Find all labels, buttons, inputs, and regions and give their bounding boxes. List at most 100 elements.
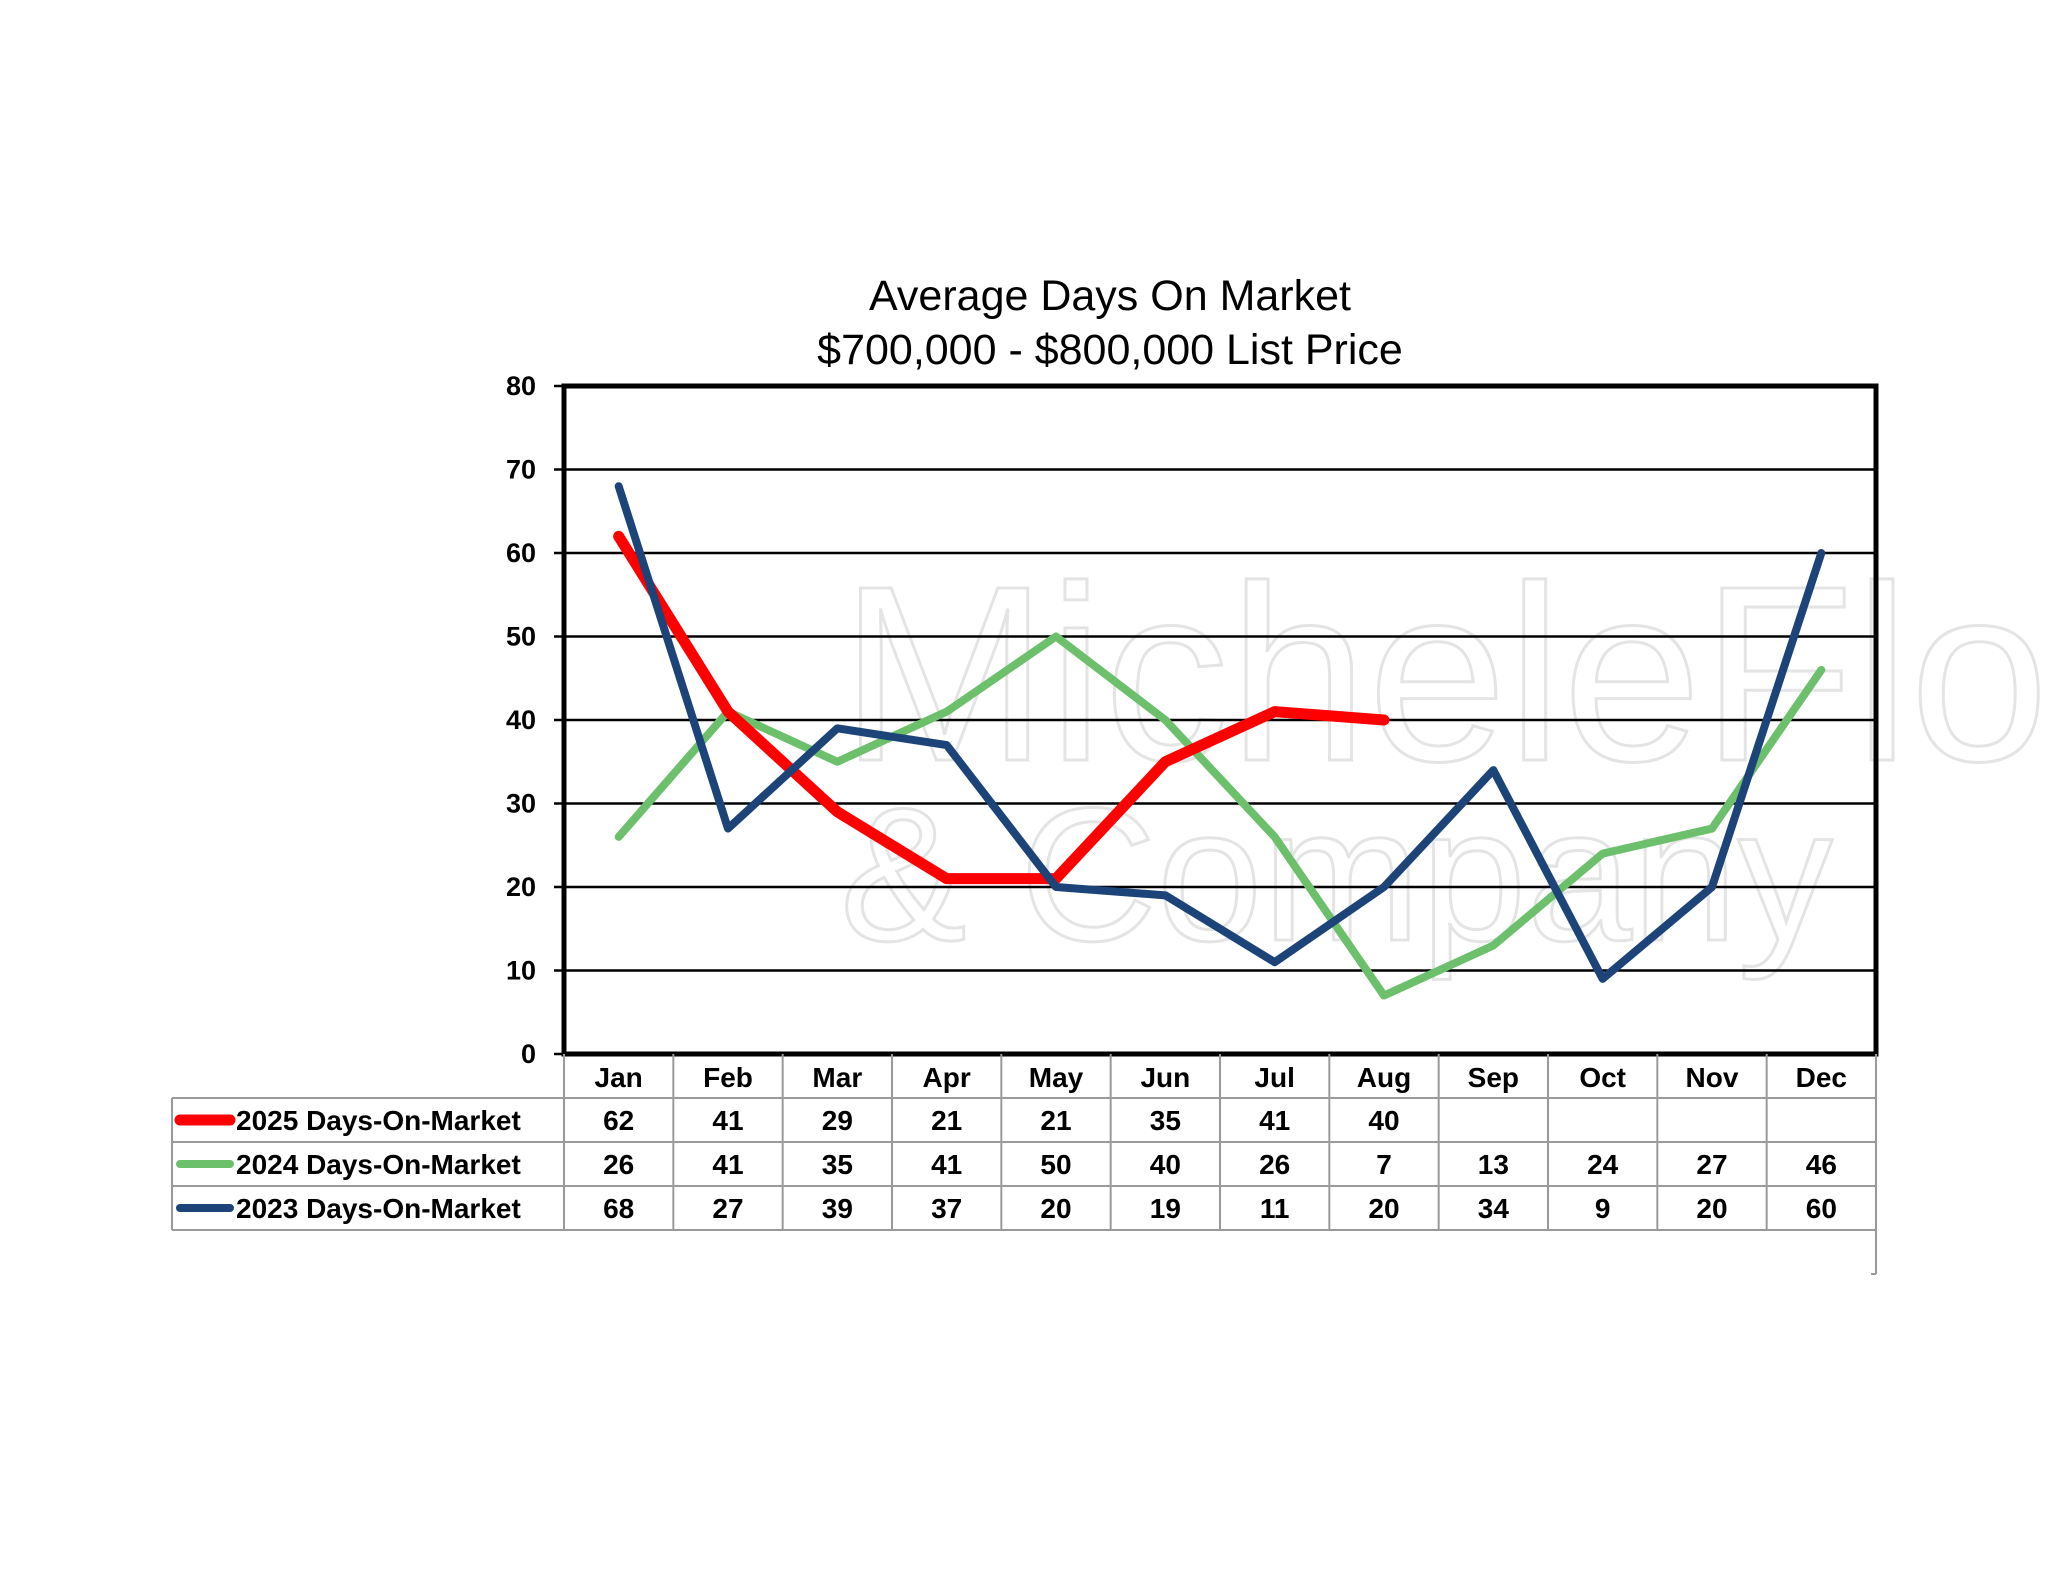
table-cell-2025-Aug: 40 (1368, 1105, 1399, 1136)
point-2024-Jul (1273, 835, 1276, 838)
point-2023-Aug (1383, 886, 1385, 888)
series-2023 (614, 482, 1826, 983)
y-tick-label-50: 50 (506, 622, 536, 652)
point-2025-May (1055, 877, 1057, 880)
table-cell-2024-Jun: 40 (1150, 1149, 1181, 1180)
table-row-2024: 2024 Days-On-Market 26 41 35 41 50 40 26 7 13 24 27… (176, 1149, 1837, 1180)
y-tick-label-30: 30 (506, 789, 536, 819)
point-2025-Feb (727, 710, 729, 713)
table-cell-2023-Feb: 27 (712, 1193, 743, 1224)
table-cell-2025-Jun: 35 (1150, 1105, 1181, 1136)
y-tick-label-40: 40 (506, 705, 536, 735)
point-2023-Jan (617, 485, 620, 488)
table-row-2025: 2025 Days-On-Market 62 41 29 21 21 35 41 40 (174, 1105, 1400, 1136)
x-category-Mar: Mar (812, 1062, 862, 1093)
point-2023-Oct (1601, 977, 1604, 980)
table-cell-2023-Apr: 37 (931, 1193, 962, 1224)
table-cell-2025-Jan: 62 (603, 1105, 634, 1136)
table-cell-2023-Nov: 20 (1696, 1193, 1727, 1224)
table-cell-2024-May: 50 (1040, 1149, 1071, 1180)
x-category-Aug: Aug (1357, 1062, 1411, 1093)
x-category-Jul: Jul (1254, 1062, 1294, 1093)
point-2023-Dec (1820, 552, 1823, 554)
table-cell-2025-Jul: 41 (1259, 1105, 1290, 1136)
y-tick-label-0: 0 (521, 1039, 536, 1069)
table-cell-2025-Feb: 41 (712, 1105, 743, 1136)
x-category-Jan: Jan (595, 1062, 643, 1093)
series-2024 (614, 632, 1826, 1000)
x-category-Jun: Jun (1140, 1062, 1190, 1093)
table-cell-2023-Oct: 9 (1595, 1193, 1611, 1224)
table-cell-2024-Dec: 46 (1806, 1149, 1837, 1180)
company-watermark: MicheleFlory & Company (839, 533, 2048, 983)
table-cell-2023-Jul: 11 (1260, 1193, 1290, 1224)
legend-label-2024: 2024 Days-On-Market (236, 1149, 521, 1180)
series-lines (613, 482, 1826, 1000)
table-cell-2023-Jun: 19 (1150, 1193, 1181, 1224)
table-cell-2024-Jan: 26 (603, 1149, 634, 1180)
x-category-Sep: Sep (1468, 1062, 1519, 1093)
point-2025-Jul (1273, 710, 1276, 713)
table-cell-2024-Jul: 26 (1259, 1149, 1290, 1180)
point-2024-Sep (1492, 944, 1495, 947)
x-category-Oct: Oct (1579, 1062, 1626, 1093)
x-category-Feb: Feb (703, 1062, 753, 1093)
point-2023-Apr (945, 744, 948, 747)
x-category-Apr: Apr (923, 1062, 971, 1093)
point-2024-Apr (945, 710, 948, 713)
chart-title-group: Average Days On Market $700,000 - $800,0… (817, 272, 1403, 374)
table-cell-2024-Nov: 27 (1696, 1149, 1727, 1180)
y-tick-label-20: 20 (506, 872, 536, 902)
point-2023-Jul (1273, 961, 1276, 964)
table-cell-2023-Mar: 39 (822, 1193, 853, 1224)
point-2023-May (1055, 886, 1057, 888)
y-axis: 0 10 20 30 40 50 60 70 80 (506, 371, 564, 1069)
chart-title: Average Days On Market (869, 272, 1351, 320)
table-cell-2025-Apr: 21 (931, 1105, 962, 1136)
table-cell-2023-Dec: 60 (1806, 1193, 1837, 1224)
point-2025-Mar (836, 810, 839, 813)
table-cell-2024-Sep: 13 (1478, 1149, 1509, 1180)
table-row-2023: 2023 Days-On-Market 68 27 39 37 20 19 11 20 34 9 20… (176, 1193, 1837, 1224)
table-cell-2024-Feb: 41 (712, 1149, 743, 1180)
data-table: Jan Feb Mar Apr May Jun Jul Aug Sep Oct Nov Dec 2025… (171, 1054, 1877, 1275)
gridlines (564, 468, 1876, 972)
point-2023-Jun (1164, 894, 1167, 897)
y-tick-label-10: 10 (506, 956, 536, 986)
point-2025-Jan (617, 535, 620, 538)
table-cell-2024-Mar: 35 (822, 1149, 853, 1180)
table-cell-2025-Mar: 29 (822, 1105, 853, 1136)
table-cell-2023-Aug: 20 (1368, 1193, 1399, 1224)
point-2024-Dec (1820, 668, 1823, 671)
table-cell-2023-May: 20 (1040, 1193, 1071, 1224)
x-category-Nov: Nov (1686, 1062, 1739, 1093)
series-line-2023 (614, 482, 1826, 983)
table-cell-2024-Oct: 24 (1587, 1149, 1619, 1180)
table-cell-2024-Apr: 41 (931, 1149, 962, 1180)
point-2024-Nov (1711, 827, 1713, 830)
point-2024-May (1055, 635, 1057, 638)
point-2023-Mar (836, 727, 839, 730)
table-cell-2023-Sep: 34 (1478, 1193, 1510, 1224)
table-cell-2025-May: 21 (1040, 1105, 1071, 1136)
point-2024-Mar (836, 760, 839, 763)
x-category-Dec: Dec (1796, 1062, 1847, 1093)
point-2024-Aug (1383, 994, 1385, 997)
series-line-2025 (613, 530, 1390, 885)
point-2023-Feb (727, 827, 729, 830)
y-tick-label-70: 70 (506, 455, 536, 485)
watermark-line1: MicheleFlory (840, 534, 2048, 813)
legend-label-2023: 2023 Days-On-Market (236, 1193, 521, 1224)
y-tick-label-80: 80 (506, 371, 536, 401)
point-2024-Jan (617, 835, 620, 838)
chart-subtitle: $700,000 - $800,000 List Price (817, 326, 1403, 374)
series-2025 (613, 530, 1390, 885)
point-2025-Jun (1164, 760, 1167, 763)
series-line-2024 (614, 632, 1826, 1000)
x-category-May: May (1029, 1062, 1084, 1093)
point-2023-Sep (1492, 769, 1495, 772)
point-2023-Nov (1711, 886, 1713, 888)
y-tick-label-60: 60 (506, 538, 536, 568)
legend-label-2025: 2025 Days-On-Market (236, 1105, 521, 1136)
